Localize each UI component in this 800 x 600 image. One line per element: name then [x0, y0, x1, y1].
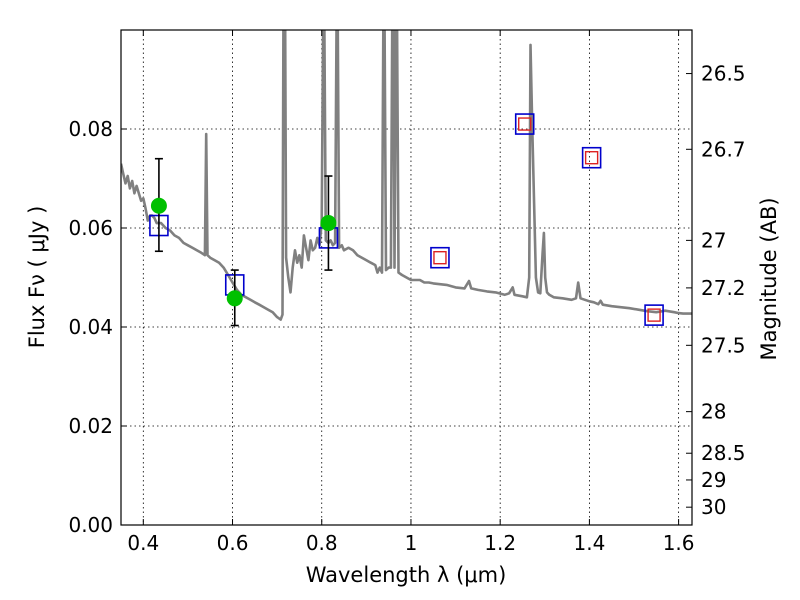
x-tick-label: 1.2: [484, 531, 516, 555]
plot-frame: [120, 29, 693, 526]
y-axis-ticks: 0.00 0.02 0.04 0.06 0.08: [68, 117, 127, 537]
x-tick-label: 1: [405, 531, 418, 555]
y2-tick-label: 26.5: [701, 62, 746, 86]
y2-tick-label: 27.2: [701, 276, 746, 300]
x-tick-label: 0.4: [127, 531, 159, 555]
detection-point: [226, 290, 243, 307]
y-tick-label: 0.00: [68, 513, 113, 537]
y-tick-label: 0.04: [68, 315, 113, 339]
x-tick-label: 0.8: [306, 531, 338, 555]
y-tick-label: 0.08: [68, 117, 113, 141]
sed-model-line: [121, 30, 692, 321]
model-flux-square: [514, 113, 535, 135]
model-flux-square: [644, 304, 664, 326]
y2-tick-label: 26.7: [701, 137, 746, 161]
x-axis-label: Wavelength λ (μm): [306, 563, 507, 587]
detection-point: [150, 197, 167, 214]
observed-flux-square: [518, 117, 532, 131]
axes-frame: [120, 29, 693, 526]
y2-tick-label: 27.5: [701, 333, 746, 357]
model-flux-square: [581, 146, 602, 169]
y-axis-label: Flux Fν ( μJy ): [25, 206, 49, 349]
y2-tick-label: 30: [701, 495, 726, 519]
observed-flux-square: [584, 151, 599, 165]
detection-point: [320, 215, 337, 232]
y2-tick-label: 29: [701, 468, 726, 492]
observed-flux-square: [647, 308, 661, 322]
x-tick-label: 0.6: [217, 531, 249, 555]
y-tick-label: 0.02: [68, 414, 113, 438]
x-tick-label: 1.4: [573, 531, 605, 555]
y2-axis-ticks: 26.5 26.7 27 27.2 27.5 28 28.5 29 30: [686, 62, 746, 519]
x-axis-ticks: 0.4 0.6 0.8 1 1.2 1.4 1.6: [127, 30, 695, 555]
observed-flux-square: [433, 250, 447, 265]
y2-tick-label: 27: [701, 228, 726, 252]
y2-axis-label: Magnitude (AB): [757, 197, 781, 360]
plot-area: [121, 30, 692, 327]
y-tick-label: 0.06: [68, 216, 113, 240]
grid-lines: [121, 30, 692, 526]
y2-tick-label: 28: [701, 400, 726, 424]
x-tick-label: 1.6: [663, 531, 695, 555]
model-flux-square: [430, 246, 450, 269]
y2-tick-label: 28.5: [701, 441, 746, 465]
